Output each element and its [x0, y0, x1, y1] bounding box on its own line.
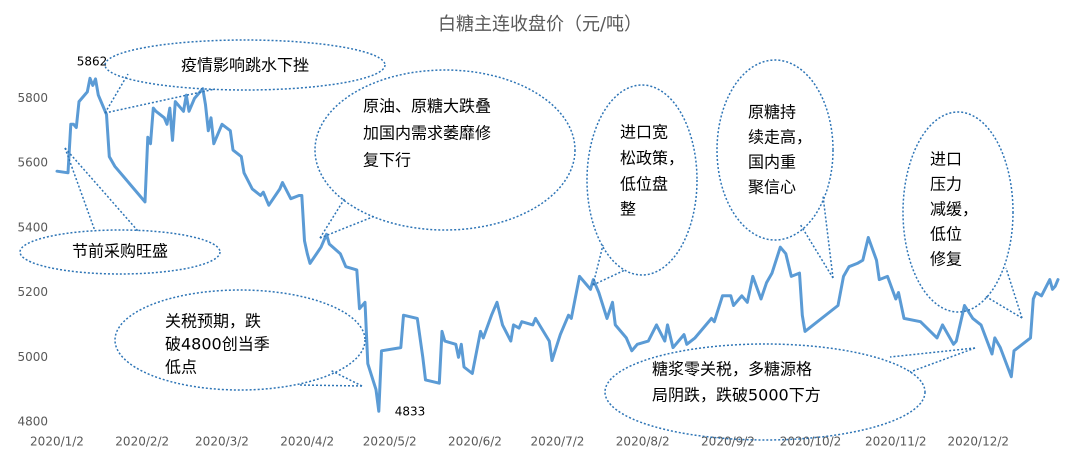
callout-bubble — [586, 84, 698, 276]
y-tick-label: 5400 — [17, 220, 48, 234]
x-tick-label: 2020/10/2 — [780, 435, 842, 449]
annotation: 原糖持 续走高， 国内重 聚信心 — [716, 59, 834, 279]
x-tick-label: 2020/8/2 — [616, 435, 670, 449]
callout-pointer — [319, 215, 376, 239]
callout-pointer — [984, 295, 1023, 319]
callout-pointer — [1005, 267, 1023, 319]
callout-bubble — [604, 343, 926, 441]
x-tick-label: 2020/3/2 — [195, 435, 249, 449]
x-tick-label: 2020/1/2 — [30, 435, 84, 449]
chart-title: 白糖主连收盘价（元/吨） — [438, 14, 642, 35]
annotation-text: 复下行 — [363, 151, 411, 170]
callout-pointer — [319, 197, 346, 239]
annotation-text: 进口 — [930, 150, 962, 169]
annotation-text: 低位盘 — [620, 175, 668, 194]
callout-pointer — [104, 73, 129, 114]
callout-bubble — [19, 229, 221, 275]
callout-pointer — [299, 384, 363, 387]
annotation: 进口 压力 减缓， 低位 修复 — [902, 111, 1023, 319]
annotation-text: 松政策， — [620, 149, 684, 168]
x-tick-label: 2020/9/2 — [701, 435, 755, 449]
data-label: 4833 — [395, 405, 426, 419]
price-line — [55, 76, 1060, 413]
y-tick-label: 5600 — [17, 156, 48, 170]
annotation-text: 进口宽 — [620, 123, 668, 142]
annotation: 糖浆零关税，多糖源格 局阴跌，跌破5000下方 — [604, 343, 976, 441]
callout-pointer — [64, 147, 139, 232]
annotation-text: 国内重 — [748, 153, 796, 172]
callout-pointer — [329, 369, 363, 387]
annotation-text: 低位 — [930, 225, 962, 244]
annotation: 原油、原糖大跌叠 加国内需求萎靡修 复下行 — [314, 69, 576, 239]
callout-pointer — [822, 195, 834, 279]
y-tick-label: 5800 — [17, 91, 48, 105]
annotation-text: 原糖持 — [748, 103, 796, 122]
callout-pointer — [909, 347, 976, 373]
callout-bubble — [716, 59, 834, 241]
annotation-text: 关税预期，跌 — [165, 312, 261, 331]
annotation-text: 疫情影响跳水下挫 — [181, 56, 309, 75]
callout-bubble — [114, 289, 366, 391]
annotation-text: 低点 — [165, 358, 197, 377]
annotation-text: 原油、原糖大跌叠 — [363, 97, 491, 116]
x-tick-label: 2020/11/2 — [865, 435, 927, 449]
callout-pointer — [592, 269, 626, 286]
annotation-text: 节前采购旺盛 — [72, 242, 168, 261]
annotation-text: 减缓， — [930, 200, 978, 219]
annotation-text: 续走高， — [748, 128, 812, 147]
x-tick-label: 2020/12/2 — [947, 435, 1009, 449]
plot-area: 4800 5000 5200 5400 5600 5800 2020/1/2 2020/2/2… — [17, 76, 1060, 449]
data-label: 5862 — [77, 55, 108, 69]
x-tick-label: 2020/2/2 — [115, 435, 169, 449]
callout-pointer — [592, 244, 604, 286]
annotation-text: 聚信心 — [748, 178, 796, 197]
annotation-text: 修复 — [930, 250, 962, 269]
callout-pointer — [799, 223, 834, 279]
x-tick-label: 2020/7/2 — [531, 435, 585, 449]
callout-pointer — [64, 147, 96, 232]
y-tick-label: 5200 — [17, 285, 48, 299]
callout-bubble — [314, 69, 576, 231]
annotation: 关税预期，跌 破4800创当季 低点 — [114, 289, 366, 391]
x-tick-label: 2020/5/2 — [363, 435, 417, 449]
y-tick-label: 4800 — [17, 415, 48, 429]
callout-bubble — [104, 39, 386, 91]
annotation-text: 压力 — [930, 175, 962, 194]
annotation-text: 破4800创当季 — [165, 335, 270, 354]
annotation-text: 糖浆零关税，多糖源格 — [652, 360, 812, 379]
callout-bubble — [902, 111, 1014, 313]
y-tick-label: 5000 — [17, 350, 48, 364]
annotation: 疫情影响跳水下挫 — [104, 39, 386, 114]
annotation: 节前采购旺盛 — [19, 147, 221, 275]
callout-pointer — [104, 88, 216, 114]
annotation: 进口宽 松政策， 低位盘 整 — [586, 84, 698, 286]
annotation-text: 局阴跌，跌破5000下方 — [652, 386, 821, 405]
x-tick-label: 2020/6/2 — [448, 435, 502, 449]
annotation-text: 加国内需求萎靡修 — [363, 124, 491, 143]
x-tick-label: 2020/4/2 — [280, 435, 334, 449]
annotation-text: 整 — [620, 200, 636, 219]
